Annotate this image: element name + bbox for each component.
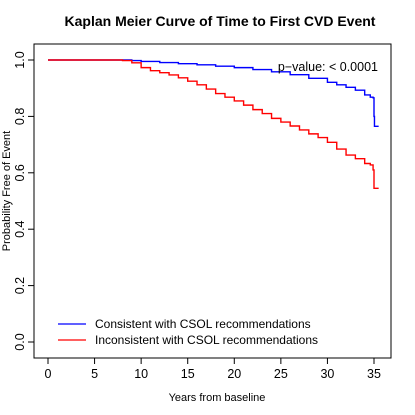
x-tick-label: 5 <box>91 367 98 381</box>
x-tick-label: 0 <box>45 367 52 381</box>
legend-label-consistent: Consistent with CSOL recommendations <box>95 317 311 331</box>
x-axis: 0 5 10 15 20 25 30 35 <box>45 358 381 381</box>
y-tick-label: 0.6 <box>13 164 27 181</box>
y-axis-label: Probability Free of Event <box>1 131 13 251</box>
y-tick-label: 0.2 <box>13 277 27 294</box>
x-tick-label: 15 <box>181 367 195 381</box>
series-line-inconsistent <box>48 59 379 190</box>
x-tick-label: 30 <box>320 367 334 381</box>
x-tick-label: 35 <box>367 367 381 381</box>
plot-frame <box>33 43 392 359</box>
chart-title: Kaplan Meier Curve of Time to First CVD … <box>65 13 376 29</box>
x-tick-label: 10 <box>134 367 148 381</box>
y-tick-label: 0.8 <box>13 108 27 125</box>
y-axis: 0.0 0.2 0.4 0.6 0.8 1.0 <box>13 51 34 351</box>
x-axis-label: Years from baseline <box>169 392 266 404</box>
x-tick-label: 25 <box>274 367 288 381</box>
series-layer <box>48 59 379 190</box>
legend: Consistent with CSOL recommendations Inc… <box>58 317 318 347</box>
y-tick-label: 0.4 <box>13 220 27 237</box>
y-tick-label: 1.0 <box>13 51 27 68</box>
series-line-consistent <box>48 59 379 127</box>
y-tick-label: 0.0 <box>13 333 27 350</box>
x-tick-label: 20 <box>227 367 241 381</box>
legend-label-inconsistent: Inconsistent with CSOL recommendations <box>95 333 318 347</box>
p-value-annotation: p−value: < 0.0001 <box>278 60 378 74</box>
